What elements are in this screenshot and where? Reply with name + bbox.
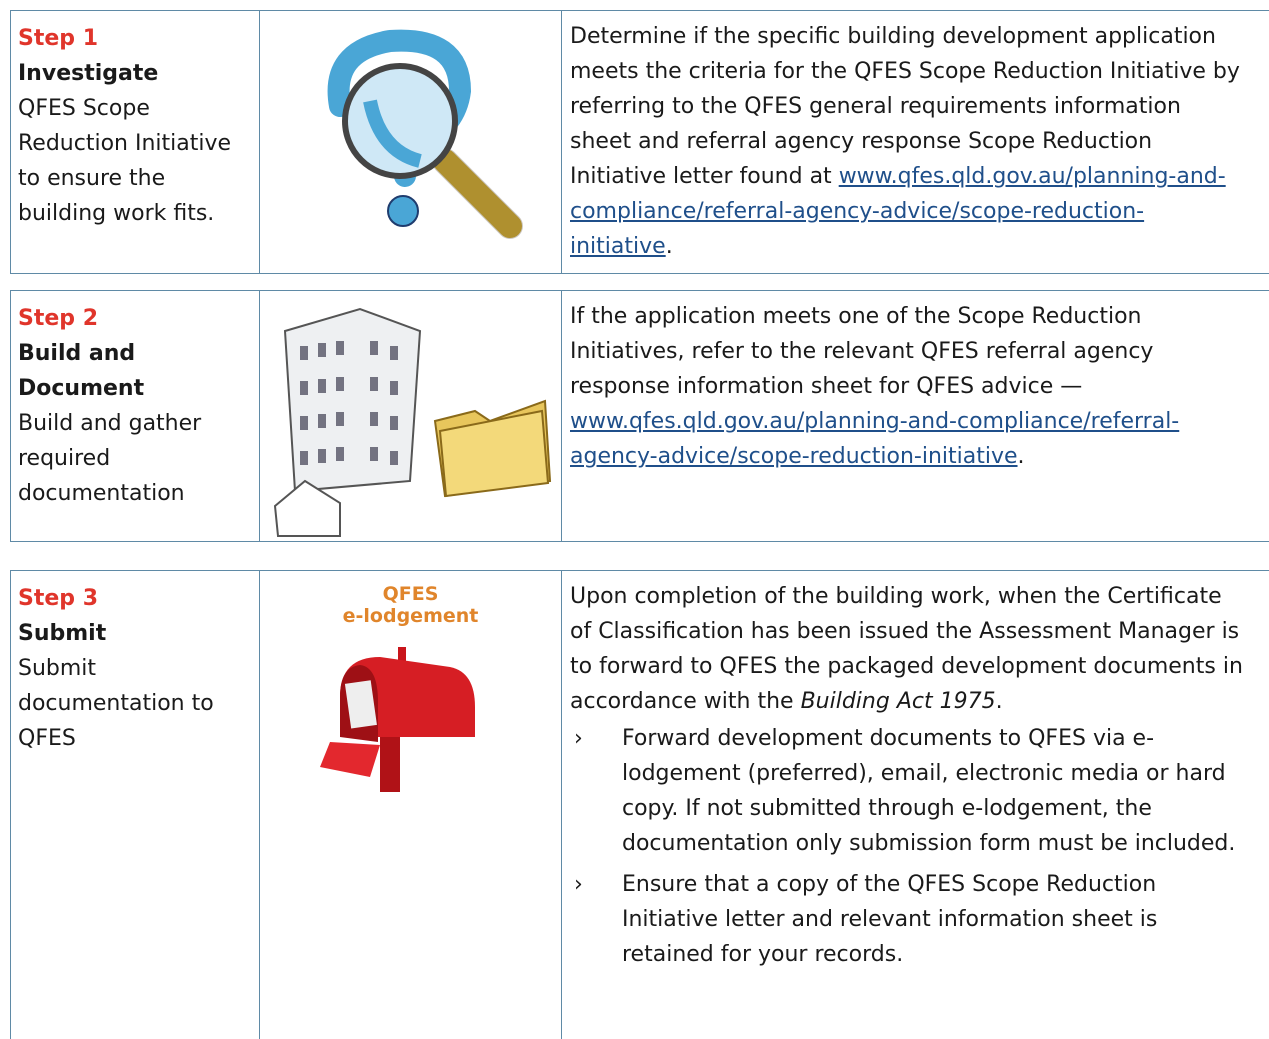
link[interactable]: www.qfes.qld.gov.au/planning-and-complia… — [570, 164, 1226, 259]
image-cell — [259, 11, 561, 273]
details-text: Determine if the specific building devel… — [570, 24, 1240, 189]
image-label-line: e-lodgement — [342, 605, 479, 627]
step-title: Submit — [18, 621, 107, 646]
step-summary: QFES Scope Reduction Initiative to ensur… — [18, 96, 232, 226]
details-end: . — [1017, 444, 1025, 469]
step-number: Step 3 — [18, 586, 98, 611]
bullet-text: Forward development documents to QFES vi… — [622, 726, 1236, 856]
bullet-item: › Forward development documents to QFES v… — [570, 721, 1243, 861]
building-illustration — [273, 307, 552, 537]
step-number: Step 2 — [18, 306, 98, 331]
step-cell: Step 1 Investigate QFES Scope Reduction … — [11, 11, 259, 273]
details-italic: Building Act 1975 — [800, 689, 996, 714]
image-label-line: QFES — [382, 583, 439, 605]
details-cell: If the application meets one of the Scop… — [561, 291, 1269, 541]
step-title: Build and Document — [18, 341, 145, 401]
bullet-symbol: › — [574, 872, 583, 897]
magnifier-illustration — [327, 29, 523, 239]
bullet-symbol: › — [574, 726, 583, 751]
details-text: If the application meets one of the Scop… — [570, 304, 1154, 399]
image-label: QFES e-lodgement — [260, 571, 561, 627]
details-end: . — [995, 689, 1003, 714]
details-cell: Determine if the specific building devel… — [561, 11, 1269, 273]
image-cell: QFES e-lodgement — [259, 571, 561, 1039]
bullet-list: › Forward development documents to QFES v… — [570, 721, 1243, 972]
link[interactable]: www.qfes.qld.gov.au/planning-and-complia… — [570, 409, 1180, 469]
step-row: Step 1 Investigate QFES Scope Reduction … — [10, 10, 1269, 274]
step-cell: Step 2 Build and Document Build and gath… — [11, 291, 259, 541]
image-cell — [259, 291, 561, 541]
details-end: . — [665, 234, 673, 259]
bullet-text: Ensure that a copy of the QFES Scope Red… — [622, 872, 1158, 967]
step-number: Step 1 — [18, 26, 98, 51]
bullet-item: › Ensure that a copy of the QFES Scope Re… — [570, 867, 1243, 972]
step-summary: Build and gather required documentation — [18, 411, 202, 506]
step-row: Step 2 Build and Document Build and gath… — [10, 290, 1269, 542]
step-summary: Submit documentation to QFES — [18, 656, 214, 751]
step-title: Investigate — [18, 61, 159, 86]
mailbox-illustration — [320, 647, 475, 792]
details-text: Upon completion of the building work, wh… — [570, 584, 1243, 714]
step-cell: Step 3 Submit Submit documentation to QF… — [11, 571, 259, 1039]
details-cell: Upon completion of the building work, wh… — [561, 571, 1269, 1039]
step-row: Step 3 Submit Submit documentation to QF… — [10, 570, 1269, 1039]
